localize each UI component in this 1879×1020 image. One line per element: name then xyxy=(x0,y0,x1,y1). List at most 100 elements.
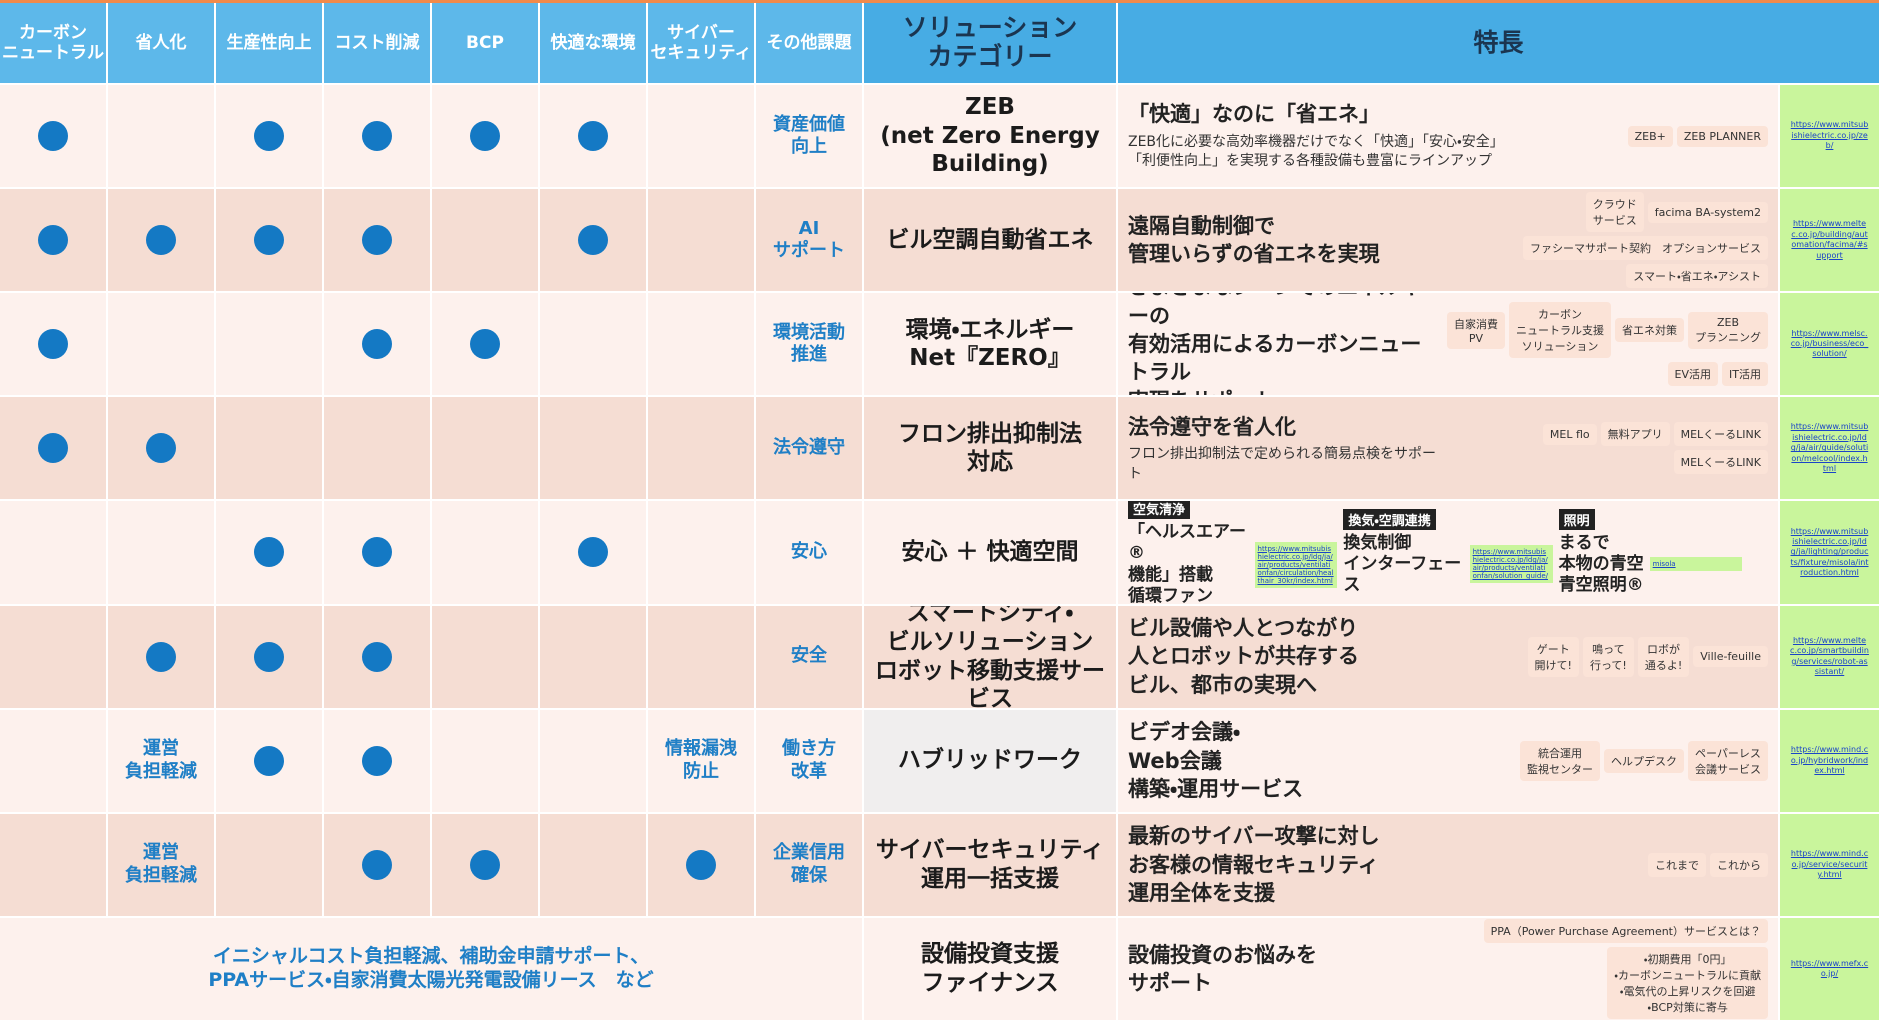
issue-cell xyxy=(540,501,646,604)
issue-cell xyxy=(648,189,754,292)
issue-cell xyxy=(0,709,106,812)
feature-group: 換気・空調連携 換気制御 インターフェース https://www.mitsubis… xyxy=(1343,508,1553,597)
feature-item: ZEB PLANNER xyxy=(1676,125,1768,147)
issue-cell xyxy=(432,85,538,188)
issue-cell xyxy=(540,293,646,396)
issue-cell xyxy=(0,813,106,916)
issue-cell xyxy=(0,397,106,500)
feature-tag: 空気清浄 xyxy=(1128,501,1191,519)
feature-desc: フロン排出抑制法で定められる簡易点検をサポート xyxy=(1128,445,1436,482)
issue-header: カーボン ニュートラル xyxy=(0,3,106,83)
issue-dot xyxy=(146,225,176,256)
feature: 設備投資のお悩みを サポート PPA（Power Purchase Agreeme… xyxy=(1118,917,1778,1020)
issue-cell xyxy=(648,397,754,500)
issue-note: 情報漏洩 防止 xyxy=(648,709,754,812)
link[interactable]: https://www.meltec.co.jp/smartbuilding/s… xyxy=(1780,605,1879,708)
feature: 遠隔自動制御で 管理いらずの省エネを実現 クラウド サービス facima BA-s… xyxy=(1118,189,1778,292)
link[interactable]: https://www.melsc.co.jp/business/eco_sol… xyxy=(1780,293,1879,396)
issue-cell xyxy=(432,189,538,292)
feature-title: ビル設備や人とつながり 人とロボットが共存する ビル、都市の実現へ xyxy=(1128,616,1359,697)
issue-header: コスト削減 xyxy=(324,3,430,83)
link[interactable]: https://www.mitsubishielectric.co.jp/zeb… xyxy=(1780,85,1879,188)
feature-title: 最新のサイバー攻撃に対し お客様の情報セキュリティ 運用全体を支援 xyxy=(1128,824,1380,905)
feature: 「快適」なのに「省エネ」 ZEB化に必要な高効率機器だけでなく「快適」「安心・安全… xyxy=(1118,85,1778,188)
issue-cell xyxy=(648,85,754,188)
issue-dot xyxy=(38,225,68,256)
issue-dot xyxy=(470,121,500,152)
feature-visual: MEL flo 無料アプリ MELくーるLINK MELくーるLINK xyxy=(1451,422,1768,475)
issue-header: BCP xyxy=(432,3,538,83)
link[interactable]: https://www.meltec.co.jp/building/automa… xyxy=(1780,189,1879,292)
feature-item: ヘルプデスク xyxy=(1604,748,1684,773)
issue-cell xyxy=(432,813,538,916)
group-link[interactable]: https://www.mitsubishielectric.co.jp/ldg… xyxy=(1254,541,1338,588)
feature-group: 照明 まるで 本物の青空 青空照明® misola xyxy=(1558,508,1768,597)
category: サイバーセキュリティ 運用一括支援 xyxy=(864,813,1116,916)
feature-title: ビデオ会議・ Web会議 構築・運用サービス xyxy=(1128,720,1304,801)
feature-item: MEL flo xyxy=(1542,423,1597,445)
feature-item: 自家消費 PV xyxy=(1447,311,1505,349)
feature-group: 空気清浄「ヘルスエアー® 機能」搭載 循環ファン https://www.mits… xyxy=(1128,501,1338,604)
feature-item: ペーパーレス 会議サービス xyxy=(1688,740,1768,781)
link[interactable]: https://www.mind.co.jp/service/security.… xyxy=(1780,813,1879,916)
link[interactable]: https://www.mefx.co.jp/ xyxy=(1780,917,1879,1020)
feature-title: 遠隔自動制御で 管理いらずの省エネを実現 xyxy=(1128,213,1380,267)
feature-desc: ZEB化に必要な高効率機器だけでなく「快適」「安心・安全」 「利便性向上」を実現… xyxy=(1128,133,1504,170)
issue-note: 環境活動 推進 xyxy=(756,293,862,396)
feature-text: 設備投資のお悩みを サポート xyxy=(1128,941,1317,998)
group-body: 「ヘルスエアー® 機能」搭載 循環ファン https://www.mitsubis… xyxy=(1128,522,1338,604)
issue-dot xyxy=(254,121,284,152)
issue-note: 運営 負担軽減 xyxy=(108,813,214,916)
issue-cell xyxy=(648,501,754,604)
issue-cell xyxy=(432,501,538,604)
feature-visual: ZEB+ ZEB PLANNER xyxy=(1627,125,1768,147)
issue-note: AI サポート xyxy=(756,189,862,292)
link[interactable]: https://www.mitsubishielectric.co.jp/ldg… xyxy=(1780,501,1879,604)
issue-dot xyxy=(362,329,392,360)
issue-dot xyxy=(254,745,284,776)
link[interactable]: https://www.mitsubishielectric.co.jp/ldg… xyxy=(1780,397,1879,500)
category: ZEB (net Zero Energy Building) xyxy=(864,85,1116,188)
merged-note: イニシャルコスト負担軽減、補助金申請サポート、 PPAサービス・自家消費太陽光発… xyxy=(0,917,862,1020)
feature-item: PPA（Power Purchase Agreement）サービスとは？ xyxy=(1483,918,1768,943)
feature-item: Ville-feuille xyxy=(1693,646,1768,668)
feature-item: 鳴って 行って! xyxy=(1582,636,1634,677)
issue-cell xyxy=(324,501,430,604)
issue-note: 運営 負担軽減 xyxy=(108,709,214,812)
issue-cell xyxy=(108,605,214,708)
issue-dot xyxy=(38,121,68,152)
group-text: 「ヘルスエアー® 機能」搭載 循環ファン xyxy=(1128,522,1246,604)
group-link[interactable]: https://www.mitsubishielectric.co.jp/ldg… xyxy=(1469,545,1553,584)
issue-cell xyxy=(432,709,538,812)
issue-cell xyxy=(216,85,322,188)
group-text: まるで 本物の青空 青空照明® xyxy=(1558,532,1644,596)
feature-text: 最新のサイバー攻撃に対し お客様の情報セキュリティ 運用全体を支援 xyxy=(1128,822,1380,907)
issue-cell xyxy=(216,397,322,500)
issue-cell xyxy=(0,189,106,292)
issue-note: 安心 xyxy=(756,501,862,604)
issue-cell xyxy=(648,293,754,396)
feature-item: ロボが 通るよ! xyxy=(1637,636,1690,677)
issue-cell xyxy=(216,189,322,292)
issue-dot xyxy=(362,745,392,776)
category: 環境・エネルギー Net『ZERO』 xyxy=(864,293,1116,396)
feature: さまざまなシーンでのエネルギーの 有効活用によるカーボンニュートラル 実現をサポ… xyxy=(1118,293,1778,396)
issue-cell xyxy=(108,85,214,188)
issue-cell xyxy=(432,397,538,500)
issue-cell xyxy=(108,189,214,292)
issue-dot xyxy=(254,537,284,568)
category: フロン排出抑制法 対応 xyxy=(864,397,1116,500)
group-link[interactable]: misola xyxy=(1649,557,1742,572)
link[interactable]: https://www.mind.co.jp/hybridwork/index.… xyxy=(1780,709,1879,812)
issue-cell xyxy=(216,709,322,812)
issue-dot xyxy=(362,641,392,672)
issue-cell xyxy=(0,501,106,604)
issue-cell xyxy=(540,605,646,708)
issue-dot xyxy=(362,121,392,152)
feature-text: さまざまなシーンでのエネルギーの 有効活用によるカーボンニュートラル 実現をサポ… xyxy=(1128,293,1430,395)
issue-cell xyxy=(540,813,646,916)
feature-title: 法令遵守を省人化 xyxy=(1128,414,1296,439)
feature-text: 遠隔自動制御で 管理いらずの省エネを実現 xyxy=(1128,212,1380,269)
issue-dot xyxy=(470,329,500,360)
